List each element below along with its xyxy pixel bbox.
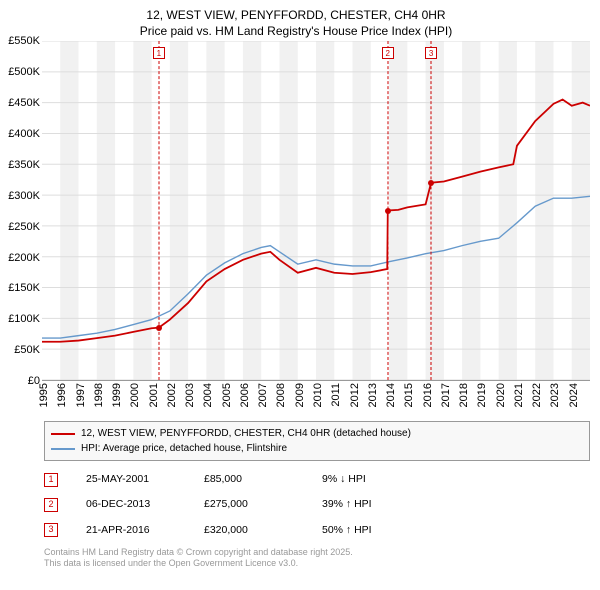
x-tick-label: 2015 [403,383,415,407]
y-tick-label: £150K [8,282,40,294]
x-tick-label: 2019 [476,383,488,407]
y-tick-label: £100K [8,313,40,325]
marker-badge: 1 [44,473,58,487]
x-tick-label: 2022 [531,383,543,407]
x-tick-label: 2017 [440,383,452,407]
x-tick-label: 2012 [349,383,361,407]
x-tick-label: 1999 [111,383,123,407]
x-tick-label: 1996 [56,383,68,407]
x-tick-label: 2011 [330,383,342,407]
marker-price: £85,000 [204,467,294,492]
y-tick-label: £500K [8,66,40,78]
marker-row: 2 06-DEC-2013 £275,000 39% ↑ HPI [44,492,590,517]
marker-badge: 2 [44,498,58,512]
x-tick-label: 1997 [75,383,87,407]
y-tick-label: £350K [8,159,40,171]
y-tick-label: £300K [8,190,40,202]
y-tick-label: £400K [8,128,40,140]
plot-svg [42,41,590,380]
marker-price: £320,000 [204,518,294,543]
x-tick-label: 2024 [568,383,580,407]
y-tick-label: £50K [14,344,40,356]
marker-date: 21-APR-2016 [86,518,176,543]
x-tick-label: 2016 [422,383,434,407]
marker-row: 3 21-APR-2016 £320,000 50% ↑ HPI [44,518,590,543]
marker-pct: 50% ↑ HPI [322,518,412,543]
y-tick-label: £550K [8,35,40,47]
sale-marker-badge: 1 [153,47,165,59]
y-tick-label: £200K [8,252,40,264]
x-tick-label: 2007 [257,383,269,407]
y-axis-labels: £0£50K£100K£150K£200K£250K£300K£350K£400… [2,41,42,381]
legend-item: 12, WEST VIEW, PENYFFORDD, CHESTER, CH4 … [51,426,583,441]
x-tick-label: 2010 [312,383,324,407]
marker-date: 06-DEC-2013 [86,492,176,517]
marker-pct: 9% ↓ HPI [322,467,412,492]
sale-marker-dot [156,325,162,331]
x-tick-label: 2002 [166,383,178,407]
marker-pct: 39% ↑ HPI [322,492,412,517]
marker-table: 1 25-MAY-2001 £85,000 9% ↓ HPI 2 06-DEC-2013 £… [44,467,590,543]
marker-badge: 3 [44,523,58,537]
x-tick-label: 2005 [221,383,233,407]
marker-price: £275,000 [204,492,294,517]
x-tick-label: 2023 [549,383,561,407]
legend-swatch [51,448,75,450]
legend-label: 12, WEST VIEW, PENYFFORDD, CHESTER, CH4 … [81,426,411,441]
x-tick-label: 2004 [202,383,214,407]
x-tick-label: 2021 [513,383,525,407]
x-tick-label: 2009 [294,383,306,407]
y-tick-label: £450K [8,97,40,109]
legend-swatch [51,433,75,435]
x-tick-label: 2000 [129,383,141,407]
sale-marker-dot [428,180,434,186]
footer-attribution: Contains HM Land Registry data © Crown c… [44,547,590,570]
sale-marker-line [431,41,432,380]
x-tick-label: 2013 [367,383,379,407]
x-axis-labels: 1995199619971998199920002001200220032004… [42,381,590,421]
x-tick-label: 2014 [385,383,397,407]
legend: 12, WEST VIEW, PENYFFORDD, CHESTER, CH4 … [44,421,590,461]
x-tick-label: 2003 [184,383,196,407]
x-tick-label: 2001 [148,383,160,407]
x-tick-label: 2008 [275,383,287,407]
y-tick-label: £250K [8,221,40,233]
footer-line-1: Contains HM Land Registry data © Crown c… [44,547,590,559]
x-tick-label: 2020 [495,383,507,407]
chart-title: 12, WEST VIEW, PENYFFORDD, CHESTER, CH4 … [2,8,590,39]
x-tick-label: 1998 [93,383,105,407]
legend-item: HPI: Average price, detached house, Flin… [51,441,583,456]
chart-container: 12, WEST VIEW, PENYFFORDD, CHESTER, CH4 … [0,0,600,590]
legend-label: HPI: Average price, detached house, Flin… [81,441,287,456]
x-tick-label: 1995 [38,383,50,407]
plot-area: 1 2 3 [42,41,590,381]
title-line-1: 12, WEST VIEW, PENYFFORDD, CHESTER, CH4 … [2,8,590,24]
x-tick-label: 2018 [458,383,470,407]
sale-marker-dot [385,208,391,214]
x-tick-label: 2006 [239,383,251,407]
sale-marker-badge: 3 [425,47,437,59]
marker-date: 25-MAY-2001 [86,467,176,492]
chart-area: £0£50K£100K£150K£200K£250K£300K£350K£400… [2,41,590,421]
sale-marker-badge: 2 [382,47,394,59]
footer-line-2: This data is licensed under the Open Gov… [44,558,590,570]
title-line-2: Price paid vs. HM Land Registry's House … [2,24,590,40]
marker-row: 1 25-MAY-2001 £85,000 9% ↓ HPI [44,467,590,492]
